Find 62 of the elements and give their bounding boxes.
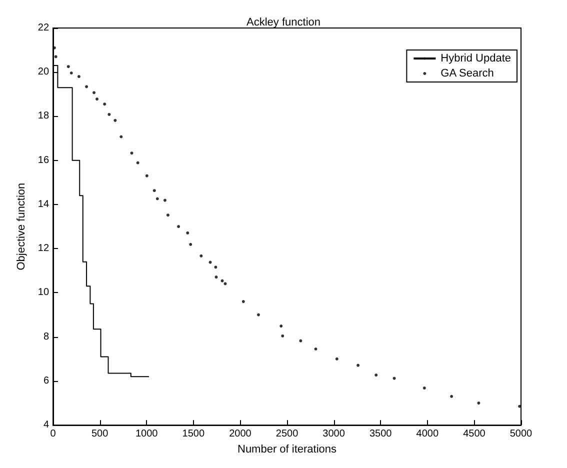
y-tick-label: 18 (38, 110, 50, 122)
x-tick-label: 5000 (510, 428, 533, 440)
point (92, 91, 96, 94)
x-tick-label: 2000 (229, 428, 252, 440)
x-tick-label: 3500 (369, 428, 392, 440)
y-tick-label: 8 (43, 331, 50, 342)
x-tick-label: 500 (91, 428, 109, 440)
y-tick-label: 16 (38, 154, 50, 166)
x-tick-label: 1500 (182, 428, 205, 440)
y-tick-label: 22 (38, 22, 50, 34)
chart-title: Ackley function (246, 16, 320, 28)
point (130, 152, 134, 155)
point (242, 300, 245, 304)
point (136, 161, 140, 164)
point (85, 85, 88, 88)
point (356, 364, 360, 367)
point (114, 118, 117, 122)
point (450, 394, 454, 398)
legend-label: Hybrid Update (440, 52, 512, 64)
y-tick-label: 10 (38, 287, 50, 298)
x-tick-label: 0 (50, 428, 56, 440)
y-axis-title: Objective function (16, 182, 28, 270)
point (186, 231, 190, 234)
y-tick-label: 12 (38, 243, 50, 254)
point (96, 98, 99, 101)
point (189, 242, 192, 246)
point (208, 260, 212, 264)
point (66, 65, 70, 68)
point (54, 55, 58, 58)
point (374, 374, 378, 377)
point (477, 402, 480, 405)
x-tick-label: 4500 (463, 428, 486, 440)
point (156, 197, 159, 200)
point (77, 75, 80, 78)
x-axis-title: Number of iterations (237, 444, 338, 456)
x-tick-label: 1000 (135, 428, 158, 440)
y-tick-label: 4 (43, 420, 50, 431)
point (108, 112, 111, 116)
point (280, 324, 283, 328)
point (200, 254, 203, 258)
point (281, 334, 284, 338)
x-tick-label: 2500 (276, 428, 299, 440)
point (299, 339, 302, 342)
x-tick-label: 3000 (322, 428, 346, 440)
point (103, 102, 106, 106)
point (152, 189, 156, 192)
point (314, 347, 318, 350)
x-tick-label: 4000 (416, 428, 439, 440)
y-tick-label: 14 (38, 198, 50, 210)
point (145, 174, 148, 178)
legend-label: GA Search (440, 68, 494, 80)
point (422, 386, 426, 390)
point (214, 276, 218, 279)
point (335, 357, 338, 360)
point (256, 313, 260, 316)
point (163, 198, 166, 202)
point (214, 266, 218, 269)
point (166, 214, 170, 217)
point (177, 225, 180, 228)
point (70, 72, 73, 75)
y-tick-label: 6 (43, 375, 50, 386)
y-tick-label: 20 (38, 66, 50, 78)
